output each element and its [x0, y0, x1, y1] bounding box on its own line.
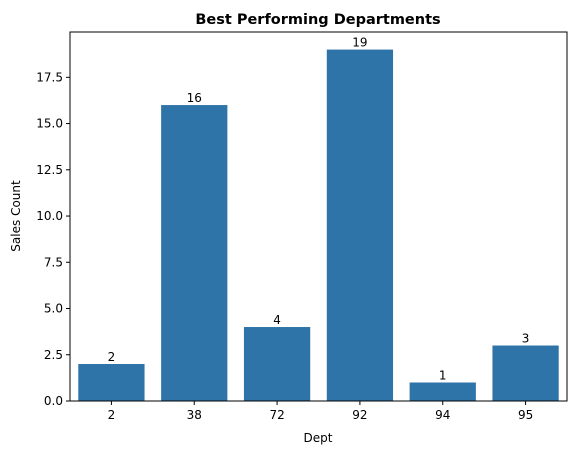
- data-label-92: 19: [352, 36, 367, 50]
- x-tick-label-92: 92: [352, 408, 367, 422]
- y-axis-label: Sales Count: [9, 180, 23, 252]
- x-tick-label-94: 94: [435, 408, 450, 422]
- bars-group: [78, 49, 559, 401]
- x-tick-label-2: 2: [108, 408, 116, 422]
- x-axis: 2 38 72 92 94 95: [108, 401, 533, 422]
- bar-38: [161, 105, 228, 401]
- bar-92: [326, 49, 394, 401]
- y-tick-label-5: 12.5: [36, 163, 63, 177]
- chart-title: Best Performing Departments: [195, 12, 440, 28]
- x-axis-label: Dept: [304, 431, 333, 445]
- y-tick-label-4: 10.0: [36, 209, 63, 223]
- plot-frame: [69, 31, 568, 402]
- y-tick-label-7: 17.5: [36, 70, 63, 84]
- data-labels-group: 2 16 4 19 1 3: [108, 36, 530, 383]
- bar-95: [492, 345, 559, 401]
- y-tick-label-0: 0.0: [44, 394, 63, 408]
- y-axis: 0.0 2.5 5.0 7.5 10.0 12.5 15.0 17.5: [36, 70, 70, 408]
- data-label-94: 1: [439, 369, 447, 383]
- bar-94: [409, 382, 476, 401]
- y-tick-label-1: 2.5: [44, 348, 63, 362]
- y-tick-label-2: 5.0: [44, 302, 63, 316]
- bar-2: [78, 364, 145, 401]
- data-label-2: 2: [108, 350, 116, 364]
- x-tick-label-38: 38: [187, 408, 202, 422]
- x-tick-label-72: 72: [269, 408, 284, 422]
- data-label-38: 16: [187, 91, 202, 105]
- data-label-72: 4: [273, 313, 281, 327]
- bar-72: [243, 327, 311, 401]
- y-tick-label-3: 7.5: [44, 255, 63, 269]
- x-tick-label-95: 95: [518, 408, 533, 422]
- y-tick-label-6: 15.0: [36, 117, 63, 131]
- data-label-95: 3: [522, 332, 530, 346]
